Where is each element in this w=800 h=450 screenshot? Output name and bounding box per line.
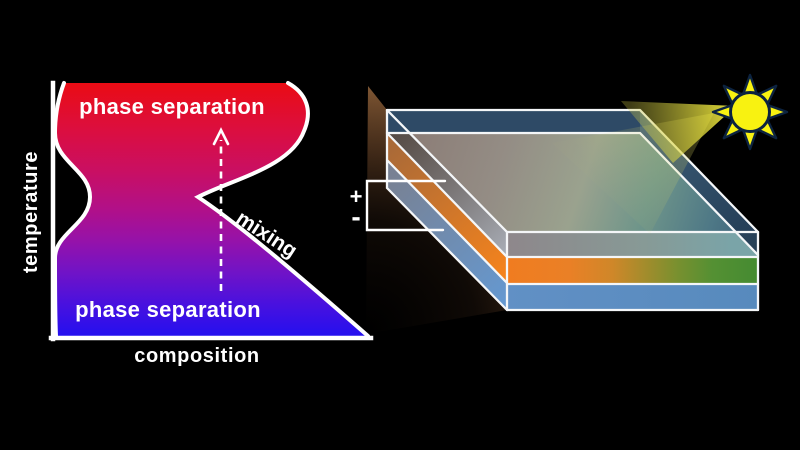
- binodal-curve-right: [194, 81, 370, 338]
- heating-arrow-head: [212, 127, 230, 146]
- sun-icon: [711, 73, 789, 151]
- positive-terminal-label: +: [350, 184, 363, 209]
- glass-back-edge: [387, 110, 640, 133]
- negative-terminal-label: -: [351, 201, 360, 232]
- sunlight-beam: [621, 101, 736, 163]
- bottom-layer-front: [507, 284, 758, 310]
- active-layer-front: [507, 257, 758, 284]
- bottom-layer-side: [387, 160, 507, 310]
- glass-layer-side: [387, 110, 507, 257]
- device-diagram: + -: [350, 73, 789, 334]
- glass-layer-front: [507, 232, 758, 257]
- phase-separation-bottom-label: phase separation: [75, 297, 261, 322]
- temperature-axis-label: temperature: [20, 151, 42, 273]
- glow-beam: [366, 86, 507, 334]
- terminal-bracket: [365, 179, 447, 232]
- active-layer-side: [387, 133, 507, 283]
- device-outline-front-strips: [505, 255, 760, 312]
- phase-separation-top-label: phase separation: [79, 94, 265, 119]
- composition-axis-label: composition: [134, 345, 260, 367]
- device-outline-edges: [385, 108, 760, 312]
- phase-region-shape: [55, 83, 368, 336]
- sun-disc: [729, 91, 771, 133]
- phase-diagram: phase separation phase separation mixing…: [20, 80, 374, 367]
